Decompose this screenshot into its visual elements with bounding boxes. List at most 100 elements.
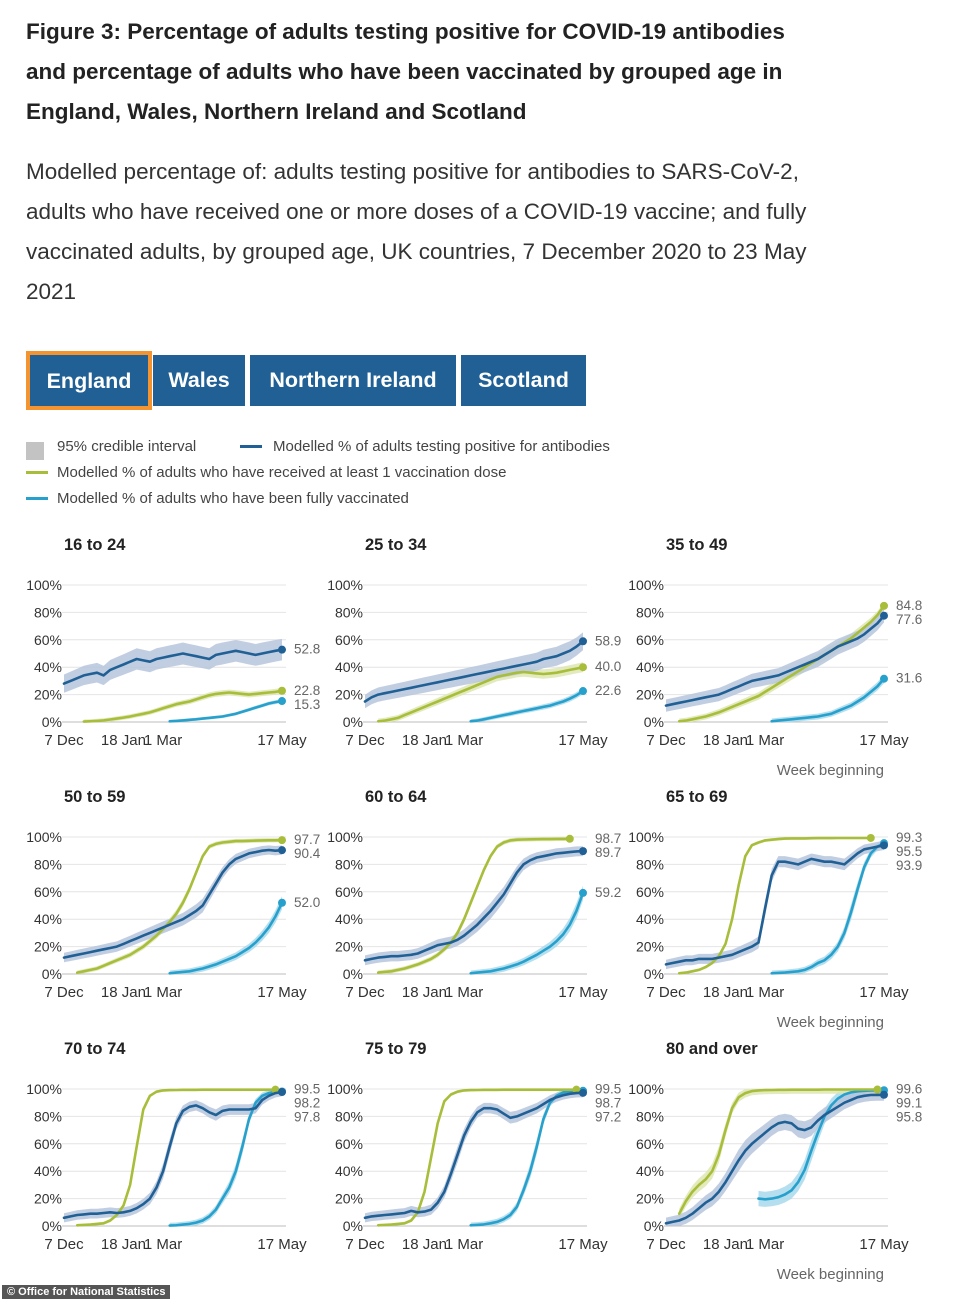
y-tick-label: 0% bbox=[42, 1218, 62, 1234]
x-tick-label: 17 May bbox=[859, 984, 909, 1001]
y-tick-label: 0% bbox=[644, 1218, 664, 1234]
legend-fully-vaccinated: Modelled % of adults who have been fully… bbox=[57, 490, 409, 507]
antibodies-end-point bbox=[278, 645, 286, 654]
panel-title: 70 to 74 bbox=[64, 1040, 126, 1058]
antibodies-end-point bbox=[278, 1088, 286, 1097]
y-tick-label: 40% bbox=[34, 911, 62, 927]
x-tick-label: 18 Jan bbox=[101, 984, 146, 1001]
y-tick-label: 100% bbox=[327, 829, 363, 845]
x-tick-label: 1 Mar bbox=[445, 1236, 483, 1253]
y-tick-label: 100% bbox=[327, 577, 363, 593]
fully-end-point bbox=[579, 687, 587, 696]
x-tick-label: 17 May bbox=[257, 1236, 307, 1253]
y-tick-label: 0% bbox=[343, 966, 363, 982]
one_dose-end-point bbox=[565, 834, 574, 843]
antibodies-end-label: 77.6 bbox=[896, 612, 922, 627]
one_dose-credible-band bbox=[378, 662, 583, 722]
y-tick-label: 100% bbox=[628, 577, 664, 593]
tab-wales[interactable]: Wales bbox=[153, 355, 245, 406]
one_dose-end-label: 84.8 bbox=[896, 598, 922, 613]
antibodies-end-label: 97.2 bbox=[595, 1110, 621, 1125]
fully-credible-band bbox=[758, 1089, 884, 1207]
y-tick-label: 0% bbox=[644, 966, 664, 982]
one_dose-end-label: 99.5 bbox=[294, 1082, 320, 1097]
one_dose-series-line bbox=[75, 1088, 277, 1227]
y-tick-label: 40% bbox=[636, 911, 664, 927]
x-tick-label: 7 Dec bbox=[646, 1236, 686, 1253]
fully-credible-band bbox=[470, 687, 583, 722]
fully-end-point bbox=[579, 888, 587, 897]
one_dose-end-point bbox=[572, 1085, 581, 1094]
y-tick-label: 20% bbox=[335, 687, 363, 703]
legend-one-dose: Modelled % of adults who have received a… bbox=[57, 464, 507, 481]
panel-title: 60 to 64 bbox=[365, 788, 427, 806]
fully-series-line bbox=[469, 1089, 585, 1227]
one_dose-series-line bbox=[82, 689, 284, 723]
figure-subtitle: Modelled percentage of: adults testing p… bbox=[26, 159, 807, 304]
fully-end-label: 98.7 bbox=[595, 1096, 621, 1111]
antibodies-credible-band bbox=[666, 1089, 884, 1226]
antibodies-end-point bbox=[880, 841, 888, 850]
y-tick-label: 20% bbox=[335, 939, 363, 955]
antibodies-end-point bbox=[579, 637, 587, 646]
fully-end-point bbox=[278, 697, 286, 706]
y-tick-label: 0% bbox=[343, 714, 363, 730]
fully-end-label: 59.2 bbox=[595, 885, 621, 900]
x-tick-label: 18 Jan bbox=[402, 1236, 447, 1253]
panel-title: 80 and over bbox=[666, 1040, 758, 1058]
y-tick-label: 60% bbox=[636, 1136, 664, 1152]
one_dose-series-line bbox=[677, 836, 873, 975]
x-tick-label: 18 Jan bbox=[101, 732, 146, 749]
antibodies-end-point bbox=[278, 846, 286, 855]
chart-panel-80-and-over: 80 and over 100% 80% 60% 40% 20% 0% 7 Dec 18 Jan… bbox=[628, 1040, 922, 1283]
x-tick-label: 7 Dec bbox=[646, 732, 686, 749]
tab-england[interactable]: England bbox=[26, 351, 152, 410]
antibodies-end-label: 58.9 bbox=[595, 633, 621, 648]
antibodies-end-label: 90.4 bbox=[294, 846, 321, 861]
panel-title: 35 to 49 bbox=[666, 536, 727, 554]
fully-series-line bbox=[469, 689, 585, 723]
one_dose-end-label: 22.8 bbox=[294, 683, 320, 698]
antibodies-end-label: 52.8 bbox=[294, 642, 320, 657]
x-tick-label: 17 May bbox=[558, 732, 608, 749]
x-tick-label: 1 Mar bbox=[144, 984, 182, 1001]
figure-title: Figure 3: Percentage of adults testing p… bbox=[26, 19, 785, 124]
y-tick-label: 0% bbox=[644, 714, 664, 730]
x-tick-label: 1 Mar bbox=[746, 1236, 784, 1253]
tab-northern-ireland[interactable]: Northern Ireland bbox=[250, 355, 456, 406]
x-tick-label: 18 Jan bbox=[402, 732, 447, 749]
fully-credible-band bbox=[169, 896, 282, 974]
panel-title: 25 to 34 bbox=[365, 536, 427, 554]
x-tick-label: 17 May bbox=[859, 1236, 909, 1253]
y-tick-label: 100% bbox=[26, 1081, 62, 1097]
x-tick-label: 7 Dec bbox=[345, 984, 385, 1001]
y-tick-label: 80% bbox=[636, 604, 664, 620]
y-tick-label: 20% bbox=[636, 1191, 664, 1207]
antibodies-line-swatch bbox=[240, 445, 262, 448]
x-tick-label: 7 Dec bbox=[646, 984, 686, 1001]
antibodies-series-line bbox=[62, 648, 284, 685]
x-tick-label: 18 Jan bbox=[101, 1236, 146, 1253]
fully-end-label: 22.6 bbox=[595, 683, 621, 698]
antibodies-series-line bbox=[363, 1091, 585, 1220]
tab-scotland[interactable]: Scotland bbox=[461, 355, 586, 406]
y-tick-label: 40% bbox=[335, 659, 363, 675]
antibodies-credible-band bbox=[64, 845, 282, 963]
antibodies-end-label: 95.8 bbox=[896, 1110, 922, 1125]
y-tick-label: 80% bbox=[636, 856, 664, 872]
x-tick-label: 1 Mar bbox=[445, 732, 483, 749]
antibodies-series-line bbox=[664, 1093, 886, 1225]
y-tick-label: 80% bbox=[34, 856, 62, 872]
fully-series-line bbox=[168, 699, 284, 723]
y-tick-label: 0% bbox=[343, 1218, 363, 1234]
fully-series-line bbox=[770, 841, 886, 975]
antibodies-credible-band bbox=[666, 609, 884, 712]
antibodies-series-line bbox=[664, 844, 886, 966]
x-tick-label: 17 May bbox=[257, 984, 307, 1001]
one_dose-series-line bbox=[376, 837, 572, 974]
antibodies-credible-band bbox=[365, 846, 583, 966]
y-tick-label: 60% bbox=[34, 632, 62, 648]
x-tick-label: 1 Mar bbox=[144, 1236, 182, 1253]
